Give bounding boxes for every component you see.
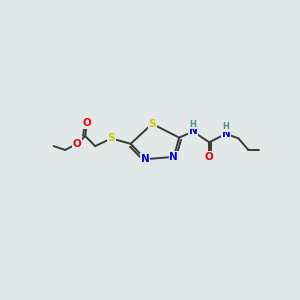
Text: S: S xyxy=(148,119,156,129)
Text: H: H xyxy=(223,122,230,131)
Text: N: N xyxy=(169,152,178,162)
Text: N: N xyxy=(222,129,230,139)
Text: N: N xyxy=(141,154,150,164)
Text: H: H xyxy=(190,120,196,129)
Text: O: O xyxy=(205,152,214,162)
Text: N: N xyxy=(189,127,197,136)
Text: O: O xyxy=(72,139,81,149)
Text: S: S xyxy=(108,134,115,143)
Text: O: O xyxy=(82,118,91,128)
